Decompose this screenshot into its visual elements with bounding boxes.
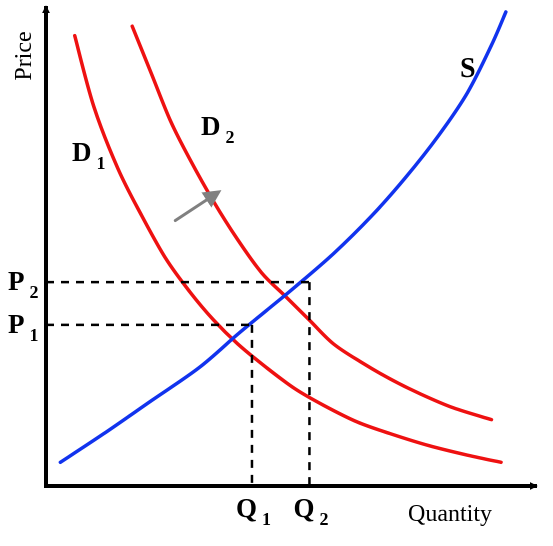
price-label-1-main: P <box>8 309 25 339</box>
y-axis-label: Price <box>11 31 37 80</box>
x-axis-label: Quantity <box>408 501 492 527</box>
price-label-2-main: P <box>8 266 25 296</box>
d1-label-sub: 1 <box>97 153 106 173</box>
d1-label-main: D <box>72 137 92 167</box>
price-label-1-sub: 1 <box>30 325 39 345</box>
d1-curve <box>72 33 503 465</box>
s-label: S <box>460 53 476 84</box>
quantity-label-1-sub: 1 <box>262 509 271 529</box>
quantity-label-1-main: Q <box>236 493 257 523</box>
d2-curve <box>130 24 494 422</box>
quantity-label-2-main: Q <box>293 493 314 523</box>
price-label-2-sub: 2 <box>30 282 39 302</box>
s-label-main: S <box>460 53 476 84</box>
d2-label-main: D <box>201 111 221 141</box>
quantity-label-2-sub: 2 <box>319 509 328 529</box>
demand-shift-arrow <box>173 190 222 223</box>
d2-label-sub: 2 <box>226 127 235 147</box>
s-curve <box>58 10 508 465</box>
